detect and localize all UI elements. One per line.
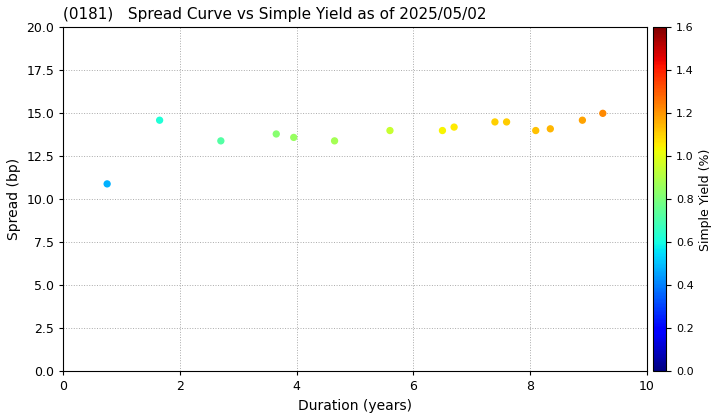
Text: (0181)   Spread Curve vs Simple Yield as of 2025/05/02: (0181) Spread Curve vs Simple Yield as o… [63, 7, 487, 22]
Point [501, 118, 513, 125]
X-axis label: Duration (years): Duration (years) [298, 399, 412, 413]
Point [577, 117, 588, 123]
Point [215, 137, 227, 144]
Point [288, 134, 300, 141]
Point [489, 118, 500, 125]
Point [154, 117, 166, 123]
Point [271, 131, 282, 137]
Point [530, 127, 541, 134]
Point [544, 126, 556, 132]
Point [436, 127, 448, 134]
Point [329, 137, 341, 144]
Point [597, 110, 608, 117]
Y-axis label: Spread (bp): Spread (bp) [7, 158, 21, 240]
Y-axis label: Simple Yield (%): Simple Yield (%) [699, 148, 712, 251]
Point [449, 124, 460, 131]
Point [384, 127, 396, 134]
Point [102, 181, 113, 187]
